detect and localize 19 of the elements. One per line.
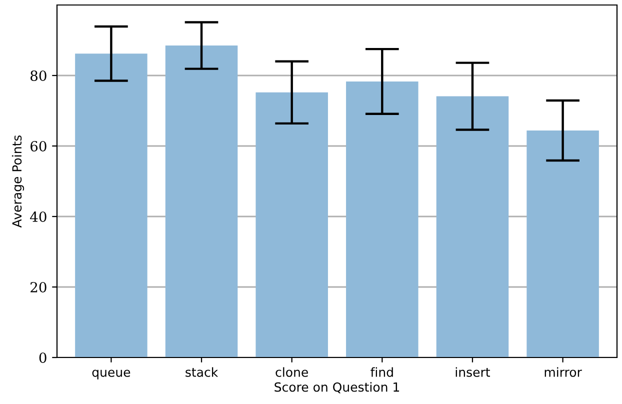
y-tick-label: 80 xyxy=(30,70,46,81)
y-tick-label: 0 xyxy=(39,352,46,363)
bar xyxy=(526,130,599,358)
x-tick-label: mirror xyxy=(544,367,582,377)
bar xyxy=(346,81,418,358)
bar xyxy=(436,96,509,358)
x-tick-label: clone xyxy=(276,367,308,377)
bar xyxy=(165,46,238,358)
x-tick-label: insert xyxy=(456,367,490,377)
bar xyxy=(256,92,328,358)
x-tick-label: queue xyxy=(92,370,130,380)
y-tick-label: 60 xyxy=(30,140,46,152)
x-tick-label: stack xyxy=(186,367,218,377)
bar xyxy=(75,54,148,358)
x-axis-title: Score on Question 1 xyxy=(274,382,400,394)
x-tick-label: find xyxy=(370,367,393,377)
y-tick-label: 40 xyxy=(30,211,46,222)
y-axis-title: Average Points xyxy=(12,135,24,228)
y-tick-label: 20 xyxy=(30,282,46,292)
